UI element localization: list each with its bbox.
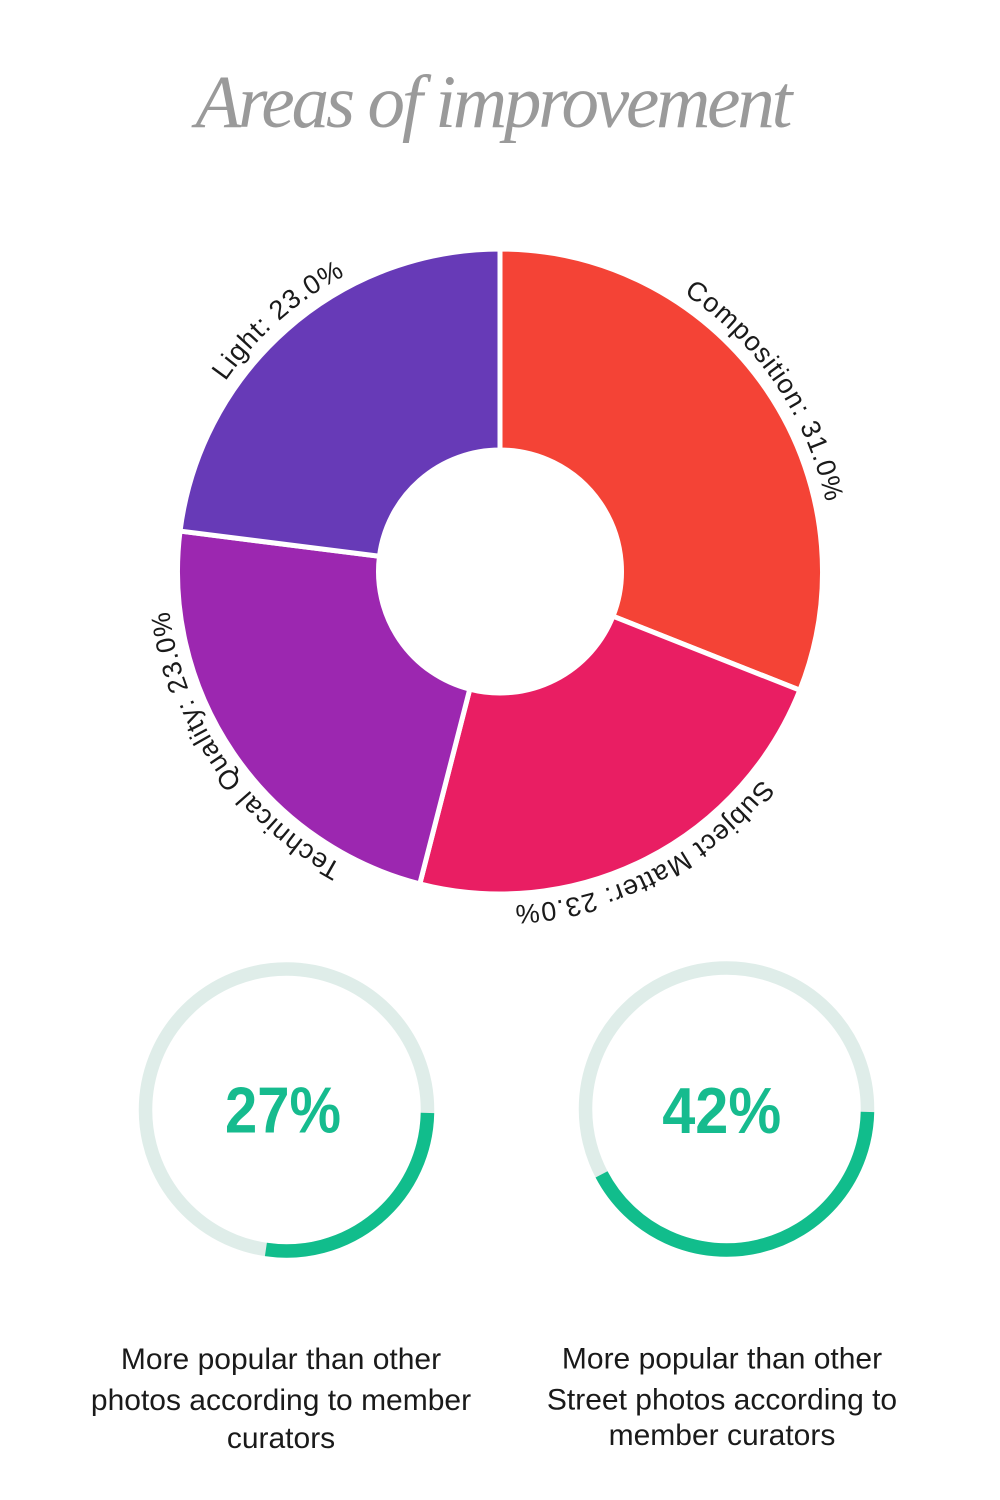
svg-text:27%: 27%	[225, 1074, 341, 1147]
svg-text:curators: curators	[227, 1422, 335, 1455]
svg-text:Areas of improvement: Areas of improvement	[191, 61, 795, 144]
svg-text:42%: 42%	[662, 1074, 781, 1147]
svg-text:More popular than other: More popular than other	[121, 1343, 441, 1376]
svg-text:photos according to member: photos according to member	[91, 1384, 471, 1417]
svg-text:Street photos according to: Street photos according to	[547, 1384, 897, 1417]
svg-text:member curators: member curators	[609, 1419, 836, 1452]
svg-text:More popular than other: More popular than other	[562, 1343, 882, 1376]
